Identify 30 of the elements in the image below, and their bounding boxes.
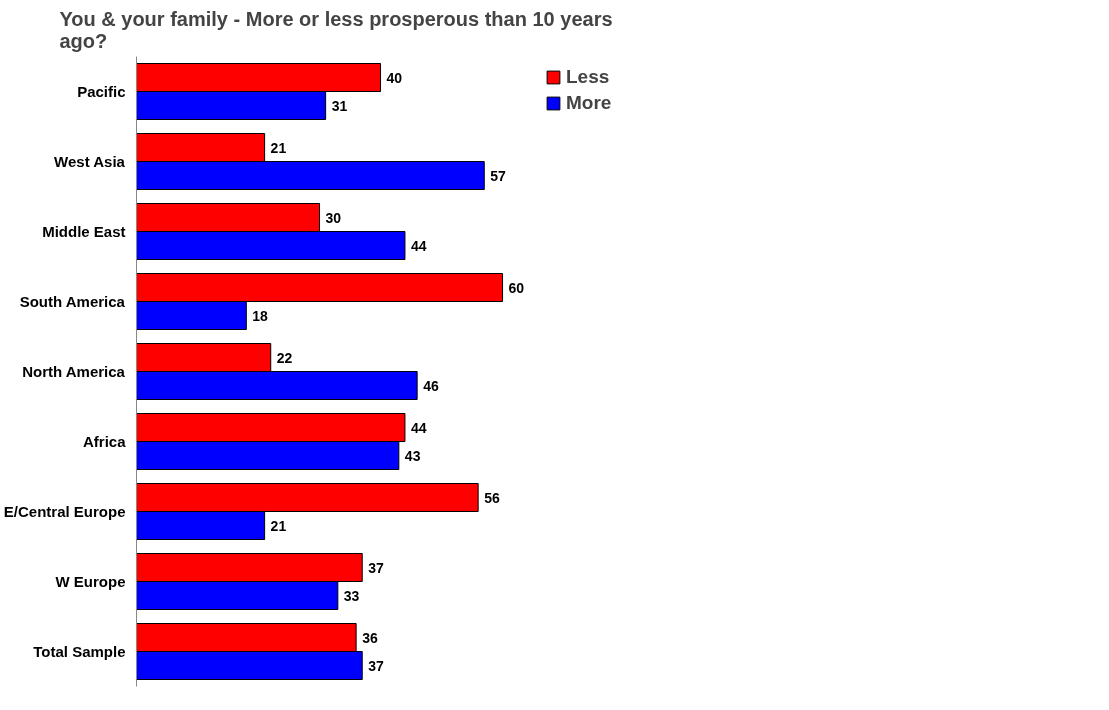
data-label: 37	[368, 559, 385, 576]
data-label: 30	[325, 209, 342, 226]
y-tick-label: W Europe	[55, 573, 126, 590]
data-label: 46	[423, 377, 439, 394]
data-label: 21	[270, 139, 287, 156]
data-label: 31	[331, 97, 348, 114]
data-label: 57	[490, 167, 507, 184]
legend-label: Less	[566, 66, 610, 88]
data-label: 37	[368, 657, 385, 674]
data-label: 44	[410, 419, 427, 436]
data-label: 44	[410, 237, 427, 254]
y-tick-label: Pacific	[77, 83, 126, 100]
data-label: 21	[270, 517, 287, 534]
y-tick-label: E/Central Europe	[3, 503, 126, 520]
data-label: 18	[252, 307, 269, 324]
data-label: 36	[362, 629, 378, 646]
y-tick-label: South America	[19, 293, 126, 310]
data-label: 60	[508, 279, 525, 296]
y-tick-label: Total Sample	[33, 643, 126, 660]
y-tick-label: North America	[22, 363, 126, 380]
data-label: 56	[484, 489, 500, 506]
data-label: 22	[276, 349, 293, 366]
y-tick-label: Middle East	[42, 223, 126, 240]
legend-label: More	[566, 92, 612, 114]
y-tick-label: Africa	[82, 433, 127, 450]
data-label: 40	[386, 69, 403, 86]
chart-title: You & your family - More or less prosperous than 10 years ago?	[59, 7, 613, 52]
data-label: 33	[343, 587, 360, 604]
y-tick-label: West Asia	[54, 153, 126, 170]
data-label: 43	[404, 447, 421, 464]
